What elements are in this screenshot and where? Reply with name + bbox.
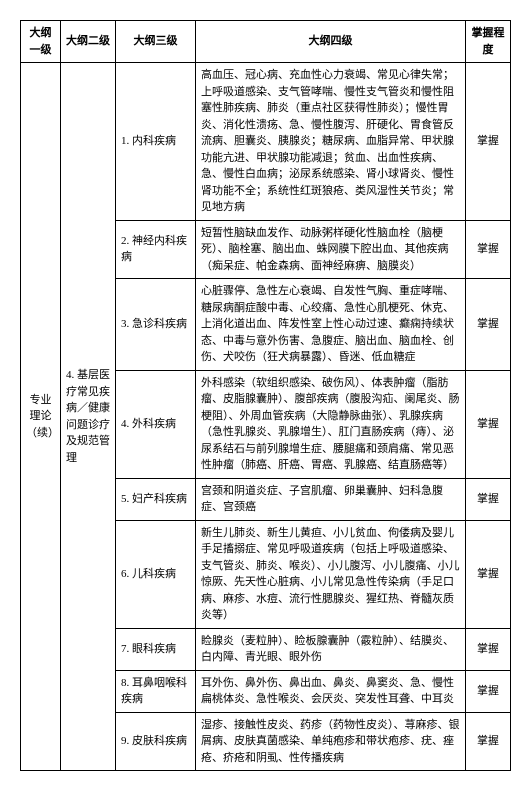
level3-cell: 5. 妇产科疾病 [116, 478, 196, 520]
level4-cell: 高血压、冠心病、充血性心力衰竭、常见心律失常；上呼吸道感染、支气管哮喘、慢性支气… [196, 63, 466, 221]
level3-cell: 8. 耳鼻咽喉科疾病 [116, 670, 196, 712]
level3-cell: 7. 眼科疾病 [116, 628, 196, 670]
mastery-cell: 掌握 [466, 670, 511, 712]
level1-cell: 专业理论（续） [21, 63, 61, 771]
header-c5: 掌握程度 [466, 21, 511, 63]
table-row: 专业理论（续）4. 基层医疗常见疾病／健康问题诊疗及规范管理1. 内科疾病高血压… [21, 63, 511, 221]
mastery-cell: 掌握 [466, 712, 511, 771]
header-row: 大纲一级 大纲二级 大纲三级 大纲四级 掌握程度 [21, 21, 511, 63]
mastery-cell: 掌握 [466, 63, 511, 221]
header-c1: 大纲一级 [21, 21, 61, 63]
level3-cell: 3. 急诊科疾病 [116, 279, 196, 371]
level4-cell: 新生儿肺炎、新生儿黄疸、小儿贫血、佝偻病及婴儿手足搐搦症、常见呼吸道疾病（包括上… [196, 520, 466, 628]
mastery-cell: 掌握 [466, 279, 511, 371]
level3-cell: 4. 外科疾病 [116, 370, 196, 478]
level2-cell: 4. 基层医疗常见疾病／健康问题诊疗及规范管理 [61, 63, 116, 771]
level3-cell: 1. 内科疾病 [116, 63, 196, 221]
syllabus-table: 大纲一级 大纲二级 大纲三级 大纲四级 掌握程度 专业理论（续）4. 基层医疗常… [20, 20, 511, 771]
level3-cell: 2. 神经内科疾病 [116, 220, 196, 279]
level4-cell: 短暂性脑缺血发作、动脉粥样硬化性脑血栓（脑梗死）、脑栓塞、脑出血、蛛网膜下腔出血… [196, 220, 466, 279]
mastery-cell: 掌握 [466, 478, 511, 520]
mastery-cell: 掌握 [466, 370, 511, 478]
header-c3: 大纲三级 [116, 21, 196, 63]
header-c2: 大纲二级 [61, 21, 116, 63]
level4-cell: 耳外伤、鼻外伤、鼻出血、鼻炎、鼻窦炎、急、慢性扁桃体炎、急性喉炎、会厌炎、突发性… [196, 670, 466, 712]
mastery-cell: 掌握 [466, 520, 511, 628]
level4-cell: 外科感染（软组织感染、破伤风）、体表肿瘤（脂肪瘤、皮脂腺囊肿）、腹部疾病（腹股沟… [196, 370, 466, 478]
mastery-cell: 掌握 [466, 220, 511, 279]
mastery-cell: 掌握 [466, 628, 511, 670]
level4-cell: 湿疹、接触性皮炎、药疹（药物性皮炎）、荨麻疹、银屑病、皮肤真菌感染、单纯疱疹和带… [196, 712, 466, 771]
level4-cell: 宫颈和阴道炎症、子宫肌瘤、卵巢囊肿、妇科急腹症、宫颈癌 [196, 478, 466, 520]
level3-cell: 9. 皮肤科疾病 [116, 712, 196, 771]
level4-cell: 心脏骤停、急性左心衰竭、自发性气胸、重症哮喘、糖尿病酮症酸中毒、心绞痛、急性心肌… [196, 279, 466, 371]
level4-cell: 睑腺炎（麦粒肿）、睑板腺囊肿（霰粒肿）、结膜炎、白内障、青光眼、眼外伤 [196, 628, 466, 670]
header-c4: 大纲四级 [196, 21, 466, 63]
level3-cell: 6. 儿科疾病 [116, 520, 196, 628]
